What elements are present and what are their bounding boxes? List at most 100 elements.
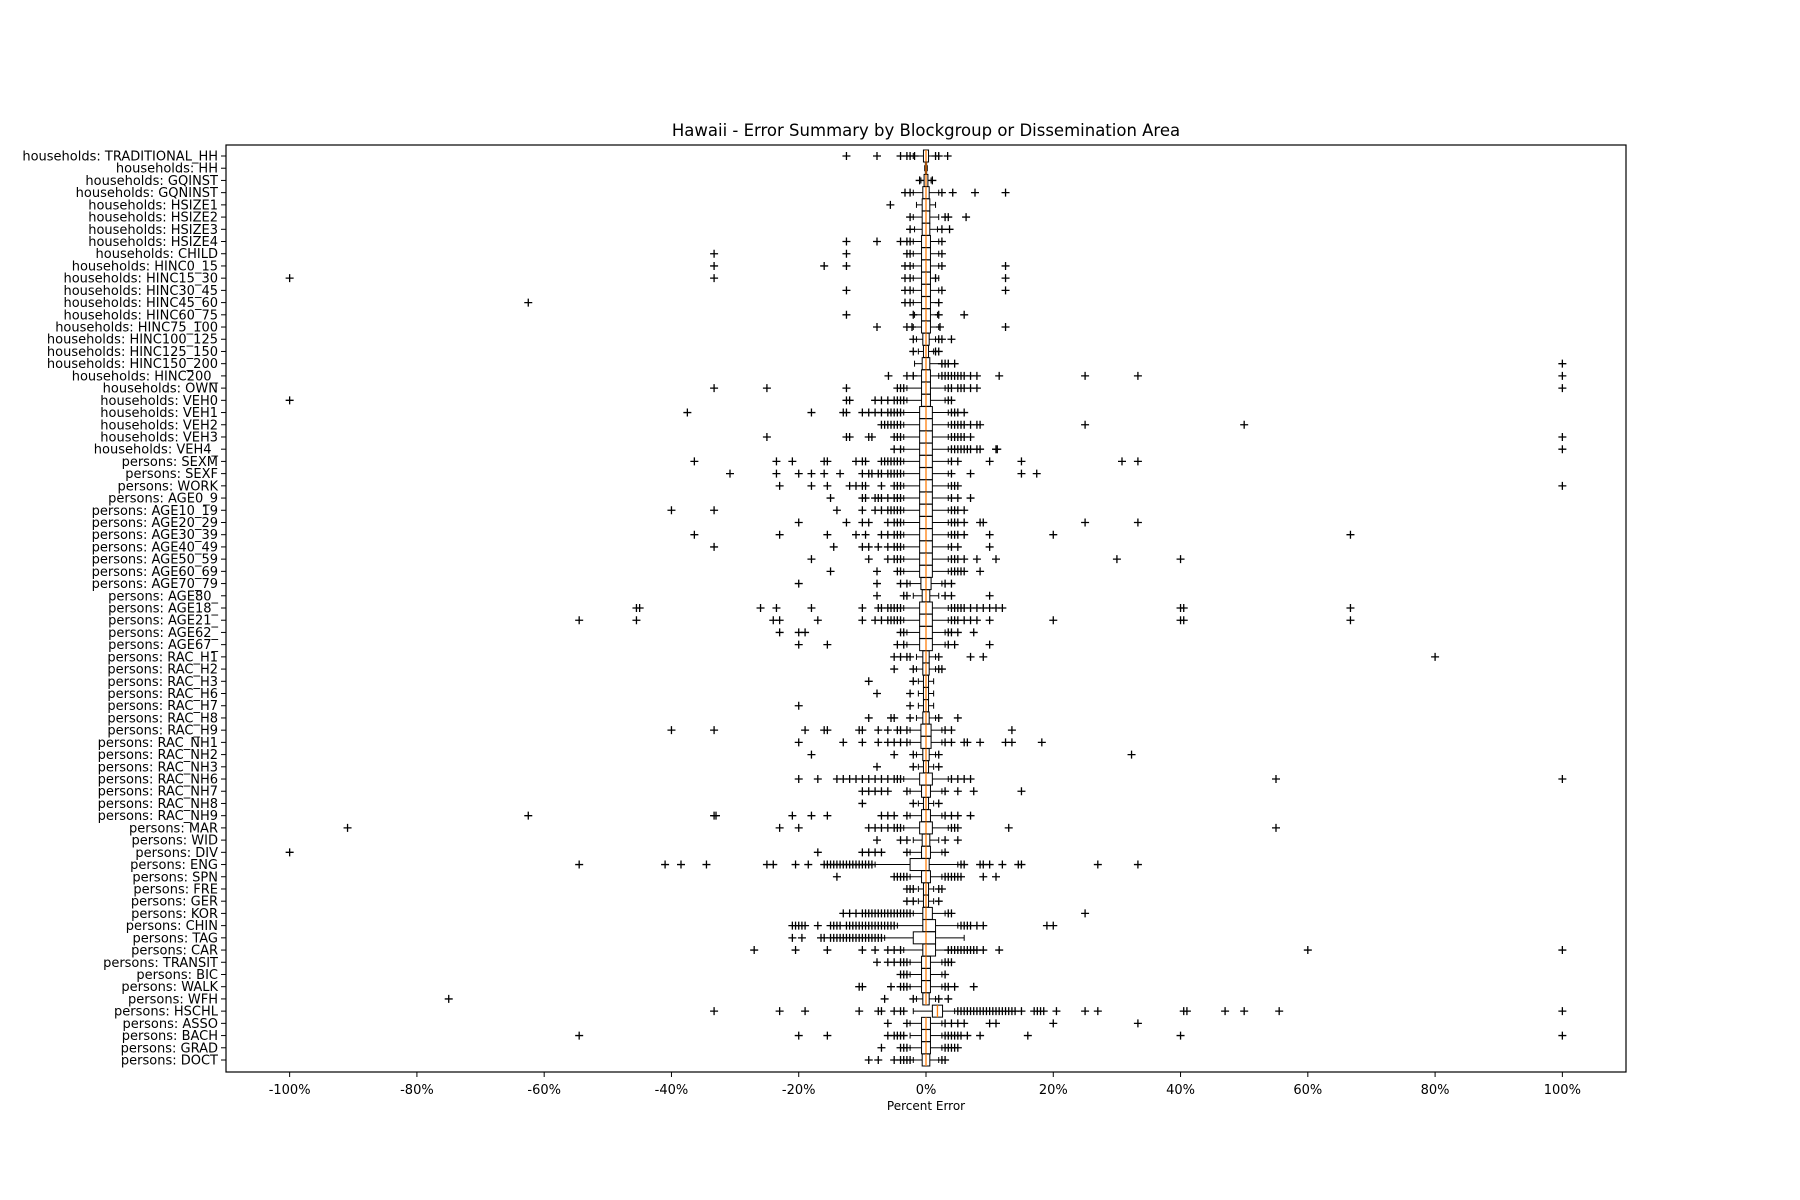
outlier-marker [1049,1019,1058,1028]
box-group [858,796,943,810]
outlier-marker [842,261,851,270]
y-tick-label: persons: SEXM [122,455,218,470]
outlier-marker [960,530,969,539]
outlier-marker [906,701,915,710]
outlier-marker [937,261,946,270]
y-tick-label: households: GQNINST [76,186,218,201]
y-tick-label: persons: WALK [121,980,218,995]
x-tick-label: 100% [1544,1083,1581,1098]
y-tick-label: persons: WID [131,834,218,849]
outlier-marker [915,176,924,185]
outlier-marker [957,872,965,881]
box-group [877,418,1249,432]
outlier-marker [820,469,829,478]
outlier-marker [953,481,962,490]
outlier-marker [788,457,797,466]
outlier-marker [791,946,800,955]
y-tick-label: persons: AGE30_39 [92,528,218,543]
outlier-marker [969,982,978,991]
y-tick-label: persons: WORK [118,479,219,494]
y-tick-label: persons: BIC [136,968,218,983]
box-group [890,442,1567,456]
outlier-marker [947,909,956,918]
box-group [842,308,969,322]
outlier-marker [896,542,905,551]
outlier-marker [873,689,881,698]
outlier-marker [842,384,851,393]
outlier-marker [775,530,784,539]
outlier-marker [976,567,985,576]
outlier-marker [909,665,918,674]
outlier-marker [947,335,956,344]
outlier-marker [1032,469,1041,478]
outlier-marker [871,946,880,955]
box-group [883,1016,1142,1030]
outlier-marker [906,261,915,270]
outlier-marker [962,213,971,222]
y-tick-label: households: GQINST [85,174,218,189]
outlier-marker [979,872,988,881]
outlier-marker [934,298,943,307]
outlier-marker [864,518,873,527]
outlier-marker [710,542,719,551]
outlier-marker [1001,286,1010,295]
outlier-marker [886,200,895,209]
outlier-marker [874,726,883,735]
outlier-marker [896,567,905,576]
outlier-marker [1052,1007,1061,1016]
outlier-marker [861,457,870,466]
outlier-marker [909,884,918,893]
outlier-marker [1176,1031,1185,1040]
outlier-marker [807,408,816,417]
outlier-marker [874,542,883,551]
outlier-marker [979,921,988,930]
outlier-marker [690,530,699,539]
outlier-marker [575,616,584,625]
y-tick-label: households: HINC125_150 [47,345,218,360]
box-group [896,967,950,981]
outlier-marker [992,872,1000,881]
outlier-marker [772,604,781,612]
outlier-marker [823,457,832,466]
outlier-marker [883,726,892,735]
x-tick-label: -100% [269,1083,311,1098]
outlier-marker [902,836,911,845]
y-tick-label: persons: AGE40_49 [92,540,218,555]
outlier-marker [858,982,867,991]
iqr-box [912,931,937,945]
outlier-marker [1081,518,1090,527]
outlier-marker [813,616,822,625]
outlier-marker [953,713,962,722]
outlier-marker [963,738,972,747]
outlier-marker [877,481,886,490]
outlier-marker [909,347,918,356]
box-group [909,344,943,358]
outlier-marker [1179,604,1188,612]
outlier-marker [775,481,784,490]
outlier-marker [794,738,803,747]
outlier-marker [960,860,969,869]
outlier-marker [947,579,956,588]
outlier-marker [1001,274,1010,283]
outlier-marker [902,1019,911,1028]
outlier-marker [710,261,719,270]
outlier-marker [890,750,899,759]
iqr-box [909,858,930,872]
outlier-marker [979,946,988,955]
outlier-marker [794,469,803,478]
outlier-marker [756,604,765,612]
box-group [842,149,952,163]
y-tick-label: persons: RAC_H8 [107,711,218,726]
box-group [690,528,1355,542]
outlier-marker [801,1007,810,1016]
outlier-marker [909,762,918,771]
outlier-marker [944,213,953,222]
y-tick-label: persons: RAC_NH7 [98,785,218,800]
outlier-marker [873,323,881,332]
y-tick-label: persons: ENG [130,858,218,873]
outlier-marker [896,530,905,539]
outlier-marker [861,494,870,503]
outlier-marker [826,567,835,576]
outlier-marker [906,188,915,197]
outlier-marker [909,799,918,808]
